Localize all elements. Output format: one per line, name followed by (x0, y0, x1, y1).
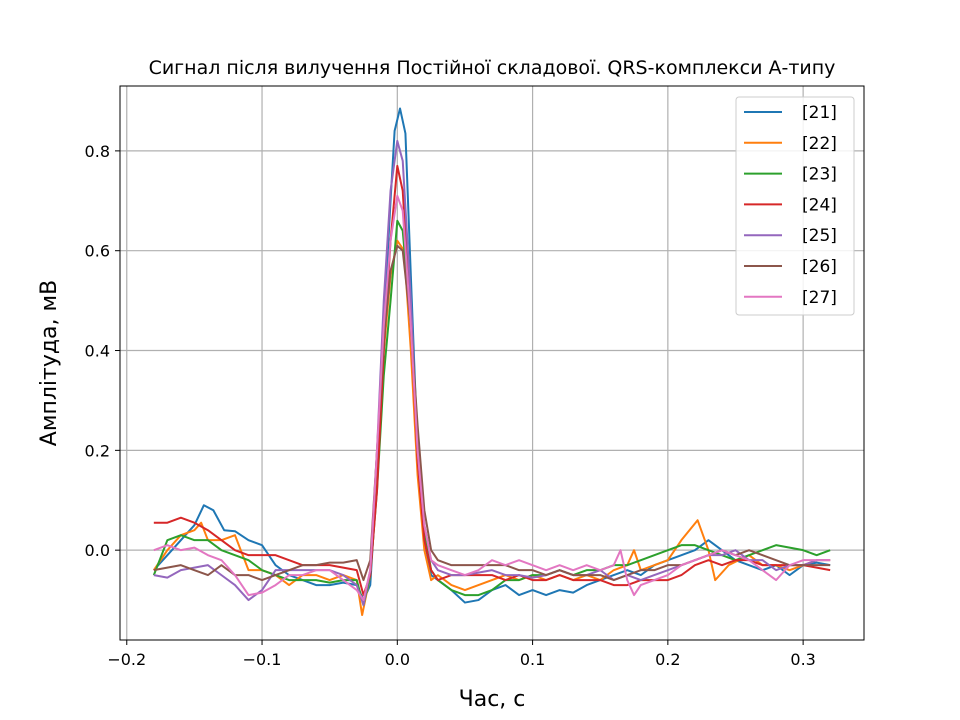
x-axis-label: Час, с (459, 687, 526, 712)
legend-label: [25] (802, 226, 837, 246)
legend: [21] [22] [23] [24] [25] [26] [27] (735, 96, 855, 316)
series-line-3 (152, 219, 831, 607)
x-tick-label: 0.1 (520, 650, 545, 669)
x-tick-label: 0.0 (385, 650, 410, 669)
legend-label: [26] (802, 257, 837, 277)
series-layer (152, 107, 831, 617)
x-tick-label: 0.2 (655, 650, 680, 669)
x-tick-label: −0.2 (107, 650, 146, 669)
legend-label: [27] (802, 288, 837, 308)
y-tick-label: 0.8 (85, 142, 110, 161)
chart-title: Сигнал після вилучення Постійної складов… (149, 57, 836, 79)
legend-label: [22] (802, 134, 837, 154)
legend-label: [24] (802, 195, 837, 215)
y-axis-label: Амплітуда, мВ (37, 280, 62, 446)
series-line-7 (153, 194, 831, 602)
x-tick-label: 0.3 (790, 650, 815, 669)
legend-label: [21] (802, 103, 837, 123)
plot-frame (119, 85, 865, 641)
x-axis: −0.2 −0.1 0.0 0.1 0.2 0.3 (107, 640, 816, 669)
y-tick-label: 0.6 (85, 242, 110, 261)
legend-label: [23] (802, 165, 837, 185)
y-axis: 0.0 0.2 0.4 0.6 0.8 (85, 142, 120, 560)
y-tick-label: 0.0 (85, 541, 110, 560)
legend-box (735, 96, 855, 316)
x-tick-label: −0.1 (243, 650, 282, 669)
y-tick-label: 0.4 (85, 342, 110, 361)
y-tick-label: 0.2 (85, 441, 110, 460)
